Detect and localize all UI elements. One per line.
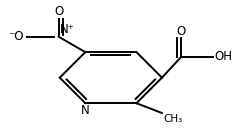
Text: N: N xyxy=(81,104,90,117)
Text: ⁻O: ⁻O xyxy=(8,30,23,43)
Text: O: O xyxy=(177,25,186,38)
Text: N⁺: N⁺ xyxy=(60,23,75,36)
Text: CH₃: CH₃ xyxy=(163,114,182,124)
Text: OH: OH xyxy=(214,50,232,63)
Text: O: O xyxy=(54,5,63,18)
